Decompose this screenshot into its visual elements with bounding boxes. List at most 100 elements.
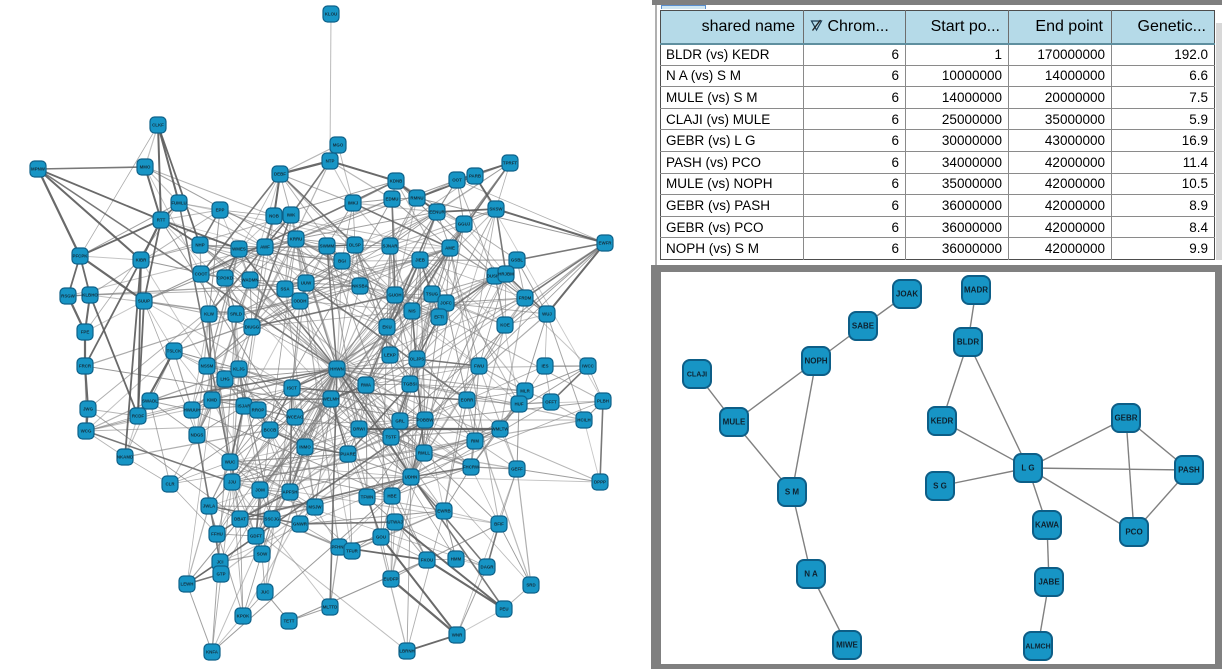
svg-text:LBRNH: LBRNH	[399, 649, 414, 654]
svg-text:MLR: MLR	[520, 389, 530, 394]
svg-text:CLR: CLR	[165, 482, 175, 487]
svg-text:PASH: PASH	[1178, 466, 1200, 475]
svg-text:ISCT: ISCT	[287, 386, 297, 391]
svg-text:KLBHO: KLBHO	[82, 293, 98, 298]
svg-text:SKSW: SKSW	[489, 207, 503, 212]
svg-text:CLAJI: CLAJI	[687, 372, 707, 379]
svg-text:IMKJ: IMKJ	[348, 201, 359, 206]
svg-text:SWMM: SWMM	[320, 244, 335, 249]
svg-text:KLJG: KLJG	[233, 367, 245, 372]
svg-text:DUSHW: DUSHW	[487, 274, 504, 279]
svg-text:OLJPS: OLJPS	[410, 357, 424, 362]
svg-text:MLTTD: MLTTD	[323, 605, 338, 610]
svg-text:MGO: MGO	[333, 143, 344, 148]
svg-text:PFHNU: PFHNU	[331, 545, 346, 550]
svg-text:NIS: NIS	[408, 309, 415, 314]
svg-text:EKU: EKU	[382, 325, 391, 330]
svg-text:JCI: JCI	[217, 560, 224, 565]
svg-text:S M: S M	[785, 488, 800, 497]
svg-text:N A: N A	[804, 570, 818, 579]
svg-text:EWFR: EWFR	[599, 241, 613, 246]
svg-text:S G: S G	[933, 482, 947, 491]
svg-text:RROP: RROP	[252, 408, 265, 413]
svg-text:EWRB: EWRB	[437, 509, 450, 514]
svg-text:GTP: GTP	[216, 572, 225, 577]
svg-text:JWG: JWG	[83, 407, 94, 412]
svg-text:KDNB: KDNB	[390, 179, 403, 184]
svg-text:KLOU: KLOU	[325, 12, 337, 17]
svg-text:WADMN: WADMN	[241, 278, 258, 283]
svg-text:INMO: INMO	[299, 445, 311, 450]
svg-text:HUF: HUF	[514, 402, 523, 407]
svg-text:HHWN: HHWN	[330, 367, 344, 372]
svg-text:SSA: SSA	[280, 287, 290, 292]
svg-text:BFIF: BFIF	[494, 522, 504, 527]
svg-text:TETT: TETT	[284, 619, 295, 624]
svg-text:UTWAJ: UTWAJ	[387, 520, 403, 525]
svg-text:DAGR: DAGR	[481, 565, 495, 570]
svg-text:WMES: WMES	[232, 247, 246, 252]
svg-text:JOM: JOM	[255, 488, 265, 493]
svg-text:GUOH: GUOH	[388, 293, 401, 298]
svg-text:PLBH: PLBH	[597, 399, 609, 404]
svg-text:JOAK: JOAK	[896, 290, 918, 299]
svg-text:CLKF: CLKF	[152, 123, 164, 128]
svg-text:COOT: COOT	[195, 272, 208, 277]
svg-text:EFTI: EFTI	[434, 315, 444, 320]
svg-text:DIUGG: DIUGG	[245, 325, 260, 330]
svg-text:NHP: NHP	[195, 243, 204, 248]
svg-text:L G: L G	[1021, 464, 1034, 473]
svg-text:WNR: WNR	[452, 633, 463, 638]
svg-text:ODDH: ODDH	[294, 299, 307, 304]
svg-text:RSGW: RSGW	[61, 294, 76, 299]
svg-text:HBE: HBE	[387, 494, 396, 499]
svg-text:MIWE: MIWE	[836, 641, 858, 650]
svg-text:GOU: GOU	[376, 535, 386, 540]
svg-text:RCDF: RCDF	[132, 414, 145, 419]
svg-text:JABE: JABE	[1038, 578, 1060, 587]
svg-text:GNWR: GNWR	[293, 522, 308, 527]
svg-text:POBBW: POBBW	[417, 418, 435, 423]
svg-text:RMLL: RMLL	[418, 451, 431, 456]
svg-text:AME: AME	[445, 246, 455, 251]
svg-text:WMLTW: WMLTW	[492, 427, 510, 432]
svg-text:PFCPK: PFCPK	[73, 254, 89, 259]
svg-text:EORR: EORR	[461, 398, 475, 403]
svg-text:TSTF: TSTF	[386, 435, 397, 440]
svg-text:NKAMD: NKAMD	[117, 455, 133, 460]
svg-text:FWU: FWU	[474, 364, 484, 369]
svg-text:APFSH: APFSH	[283, 490, 298, 495]
svg-text:OOT: OOT	[452, 178, 462, 183]
svg-text:TGBSI: TGBSI	[403, 382, 416, 387]
svg-text:FKOU: FKOU	[421, 558, 433, 563]
svg-text:IES: IES	[541, 364, 548, 369]
svg-text:LHG: LHG	[220, 377, 230, 382]
svg-text:SUUP: SUUP	[138, 299, 150, 304]
svg-text:MSJW: MSJW	[308, 505, 322, 510]
svg-text:RIM: RIM	[471, 439, 479, 444]
svg-text:WELMH: WELMH	[323, 397, 340, 402]
svg-text:ISJAR: ISJAR	[238, 404, 252, 409]
svg-text:JWLA: JWLA	[203, 504, 216, 509]
svg-text:DEBF: DEBF	[274, 172, 286, 177]
svg-text:EENUR: EENUR	[429, 210, 445, 215]
svg-text:GDFT: GDFT	[250, 534, 262, 539]
svg-text:SOW: SOW	[257, 552, 268, 557]
svg-text:KPOK: KPOK	[237, 614, 251, 619]
svg-text:TSUG: TSUG	[426, 292, 439, 297]
svg-text:HCILH: HCILH	[577, 418, 590, 423]
svg-text:WUC: WUC	[225, 460, 236, 465]
svg-text:HMM: HMM	[451, 557, 462, 562]
svg-text:ALMCH: ALMCH	[1025, 644, 1050, 651]
svg-text:PEU: PEU	[499, 607, 508, 612]
svg-text:BCCB: BCCB	[264, 428, 277, 433]
svg-text:NTP: NTP	[326, 159, 335, 164]
svg-text:SABE: SABE	[852, 322, 875, 331]
svg-text:DBAT: DBAT	[234, 517, 246, 522]
svg-text:GGUJ: GGUJ	[458, 222, 471, 227]
svg-text:GEBR: GEBR	[1114, 414, 1137, 423]
svg-text:UUW: UUW	[301, 281, 312, 286]
svg-text:FUMLU: FUMLU	[171, 201, 186, 206]
svg-text:RMNU: RMNU	[410, 196, 423, 201]
svg-text:GEFF: GEFF	[511, 467, 523, 472]
